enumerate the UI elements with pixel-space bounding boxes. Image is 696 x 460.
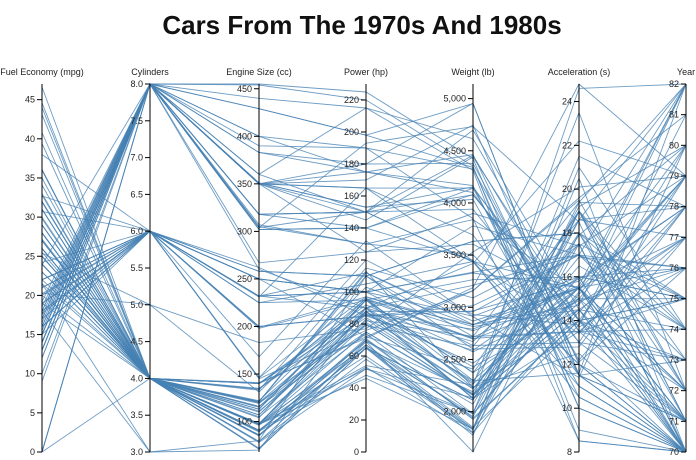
tick-label: 4.5 (130, 337, 143, 347)
tick-label: 20 (562, 184, 572, 194)
tick-label: 7.0 (130, 153, 143, 163)
axis-label: Fuel Economy (mpg) (0, 67, 84, 77)
tick-label: 60 (349, 351, 359, 361)
tick-label: 0 (30, 447, 35, 457)
axis-year: Year 70 71 72 73 74 75 76 77 78 79 80 81 82 (669, 67, 695, 457)
tick-label: 18 (562, 228, 572, 238)
axes: Fuel Economy (mpg) 0 5 10 15 20 25 30 35 40 45 Cyli… (0, 67, 695, 457)
tick-label: 3.5 (130, 410, 143, 420)
tick-label: 6.0 (130, 226, 143, 236)
axis-label: Engine Size (cc) (226, 67, 292, 77)
tick-label: 81 (669, 110, 679, 120)
tick-label: 70 (669, 447, 679, 457)
tick-label: 72 (669, 386, 679, 396)
tick-label: 82 (669, 79, 679, 89)
tick-label: 120 (344, 255, 359, 265)
tick-label: 5,000 (443, 94, 466, 104)
tick-label: 3,000 (443, 302, 466, 312)
tick-label: 10 (25, 369, 35, 379)
tick-label: 79 (669, 171, 679, 181)
tick-label: 16 (562, 272, 572, 282)
tick-label: 80 (349, 319, 359, 329)
tick-label: 5 (30, 408, 35, 418)
tick-label: 5.5 (130, 263, 143, 273)
tick-label: 15 (25, 330, 35, 340)
tick-label: 35 (25, 173, 35, 183)
tick-label: 78 (669, 202, 679, 212)
tick-label: 76 (669, 263, 679, 273)
axis-label: Power (hp) (344, 67, 388, 77)
tick-label: 6.5 (130, 189, 143, 199)
axis-label: Year (677, 67, 695, 77)
tick-label: 0 (354, 447, 359, 457)
tick-label: 3.0 (130, 447, 143, 457)
axis-disp: Engine Size (cc) 100 150 200 250 300 350 400 450 (226, 67, 292, 452)
tick-label: 200 (344, 127, 359, 137)
tick-label: 4,000 (443, 198, 466, 208)
axis-accel: Acceleration (s) 8 10 12 14 16 18 20 22 24 (548, 67, 611, 457)
tick-label: 7.5 (130, 116, 143, 126)
chart-title: Cars From The 1970s And 1980s (162, 10, 561, 40)
tick-label: 80 (669, 140, 679, 150)
axis-label: Acceleration (s) (548, 67, 611, 77)
tick-label: 24 (562, 97, 572, 107)
axis-hp: Power (hp) 0 20 40 60 80 100 120 140 160 180 200 220 (344, 67, 388, 457)
tick-label: 220 (344, 95, 359, 105)
tick-label: 71 (669, 416, 679, 426)
tick-label: 300 (237, 226, 252, 236)
axis-label: Cylinders (131, 67, 169, 77)
tick-label: 40 (349, 383, 359, 393)
tick-label: 20 (25, 290, 35, 300)
tick-label: 250 (237, 274, 252, 284)
tick-label: 140 (344, 223, 359, 233)
tick-label: 2,500 (443, 354, 466, 364)
tick-label: 150 (237, 369, 252, 379)
tick-label: 20 (349, 415, 359, 425)
tick-label: 5.0 (130, 300, 143, 310)
tick-label: 45 (25, 95, 35, 105)
tick-label: 75 (669, 294, 679, 304)
tick-label: 74 (669, 324, 679, 334)
tick-label: 4.0 (130, 373, 143, 383)
tick-label: 180 (344, 159, 359, 169)
tick-label: 4,500 (443, 146, 466, 156)
tick-label: 40 (25, 134, 35, 144)
tick-label: 2,000 (443, 407, 466, 417)
tick-label: 77 (669, 232, 679, 242)
axis-mpg: Fuel Economy (mpg) 0 5 10 15 20 25 30 35 40 45 (0, 67, 84, 457)
tick-label: 10 (562, 403, 572, 413)
tick-label: 100 (237, 417, 252, 427)
tick-label: 14 (562, 316, 572, 326)
tick-label: 400 (237, 131, 252, 141)
tick-label: 8 (567, 447, 572, 457)
tick-label: 100 (344, 287, 359, 297)
tick-label: 12 (562, 359, 572, 369)
tick-label: 8.0 (130, 79, 143, 89)
tick-label: 73 (669, 355, 679, 365)
tick-label: 200 (237, 321, 252, 331)
tick-label: 25 (25, 251, 35, 261)
tick-label: 350 (237, 179, 252, 189)
tick-label: 22 (562, 140, 572, 150)
tick-label: 450 (237, 84, 252, 94)
axis-weight: Weight (lb) 2,000 2,500 3,000 3,500 4,000 4,50… (443, 67, 495, 452)
axis-cyl: Cylinders 3.0 3.5 4.0 4.5 5.0 5.5 6.0 6.5 7.0 7.5 8… (130, 67, 169, 457)
tick-label: 160 (344, 191, 359, 201)
tick-label: 3,500 (443, 250, 466, 260)
axis-label: Weight (lb) (451, 67, 494, 77)
tick-label: 30 (25, 212, 35, 222)
